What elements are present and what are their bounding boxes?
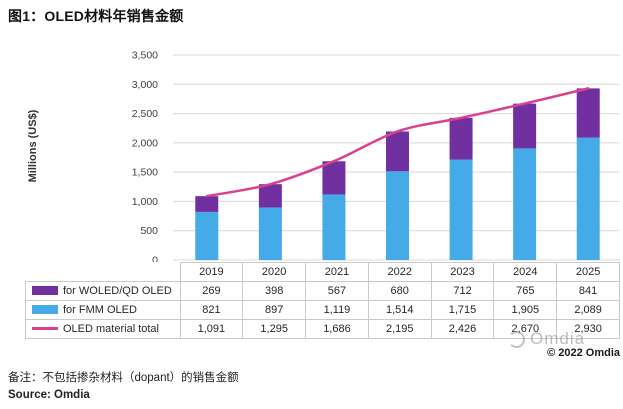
value-cell: 1,514 xyxy=(367,299,432,320)
value-cell: 1,091 xyxy=(179,318,244,339)
y-tick-label: 0 xyxy=(152,255,158,263)
value-cell: 897 xyxy=(242,299,307,320)
value-cell: 1,686 xyxy=(305,318,369,339)
value-cell: 765 xyxy=(493,280,558,301)
bar-segment-fmm_blue xyxy=(322,194,346,260)
omdia-logo-text: Omdia xyxy=(530,329,586,348)
bar-segment-woled_purple xyxy=(195,196,219,212)
year-header: 2020 xyxy=(242,262,307,282)
value-cell: 2,089 xyxy=(556,299,620,320)
bar-segment-fmm_blue xyxy=(386,171,409,260)
bar-segment-fmm_blue xyxy=(195,211,219,260)
value-cell: 269 xyxy=(179,280,244,301)
data-table: 2019 2020 2021 2022 2023 2024 2025 for WOLED/QD… xyxy=(25,262,620,339)
year-header: 2025 xyxy=(556,262,620,282)
year-header: 2019 xyxy=(179,262,244,282)
year-header: 2021 xyxy=(305,262,369,282)
bar-segment-fmm_blue xyxy=(576,137,600,260)
legend-line-swatch xyxy=(32,326,58,330)
chart-svg: 0 500 1,000 1,500 2,000 2,500 3,000 3,500 xyxy=(132,50,620,263)
value-cell: 2,930 xyxy=(556,318,620,339)
legend-label: for FMM OLED xyxy=(63,303,137,316)
bar-segment-woled_purple xyxy=(576,88,600,138)
figure-title: 图1：OLED材料年销售金额 xyxy=(8,8,184,24)
value-cell: 2,426 xyxy=(430,318,495,339)
bar-segment-woled_purple xyxy=(449,117,473,160)
legend-label: for WOLED/QD OLED xyxy=(63,284,172,297)
y-tick-label: 3,000 xyxy=(132,79,158,91)
value-cell: 1,295 xyxy=(242,318,307,339)
y-tick-label: 1,000 xyxy=(132,196,158,208)
year-header: 2024 xyxy=(493,262,558,282)
bar-segment-woled_purple xyxy=(258,184,282,208)
bar-segment-woled_purple xyxy=(513,103,537,149)
bar-segment-fmm_blue xyxy=(513,148,537,260)
legend-bar-swatch xyxy=(32,285,58,295)
y-tick-label: 2,500 xyxy=(132,108,158,120)
year-header: 2022 xyxy=(367,262,432,282)
legend-cell: OLED material total xyxy=(25,318,181,339)
bar-segment-woled_purple xyxy=(386,131,409,172)
table-corner xyxy=(26,263,181,282)
value-cell: 841 xyxy=(556,280,620,301)
legend-label: OLED material total xyxy=(63,322,159,335)
omdia-watermark: Omdia xyxy=(508,329,585,349)
bar-segment-fmm_blue xyxy=(449,159,473,260)
value-cell: 680 xyxy=(367,280,432,301)
value-cell: 1,715 xyxy=(430,299,495,320)
value-cell: 1,905 xyxy=(493,299,558,320)
value-cell: 398 xyxy=(242,280,307,301)
footnote: 备注：不包括掺杂材料（dopant）的销售金额 xyxy=(8,372,239,384)
year-header: 2023 xyxy=(430,262,495,282)
value-cell: 1,119 xyxy=(305,299,369,320)
total-line xyxy=(205,87,590,198)
bar-segment-woled_purple xyxy=(322,161,346,195)
legend-bar-swatch xyxy=(32,304,58,314)
y-tick-label: 3,500 xyxy=(132,50,158,62)
legend-cell: for WOLED/QD OLED xyxy=(25,280,181,301)
copyright-text: © 2022 Omdia xyxy=(547,347,620,359)
value-cell: 821 xyxy=(179,299,244,320)
source-text: Source: Omdia xyxy=(8,389,90,401)
bar-segment-fmm_blue xyxy=(258,207,282,260)
omdia-logo-icon xyxy=(508,330,525,348)
y-tick-label: 1,500 xyxy=(132,167,158,179)
value-cell: 567 xyxy=(305,280,369,301)
value-cell: 712 xyxy=(430,280,495,301)
y-tick-label: 2,000 xyxy=(132,137,158,149)
legend-cell: for FMM OLED xyxy=(25,299,181,320)
y-tick-label: 500 xyxy=(140,225,158,237)
value-cell: 2,195 xyxy=(367,318,432,339)
